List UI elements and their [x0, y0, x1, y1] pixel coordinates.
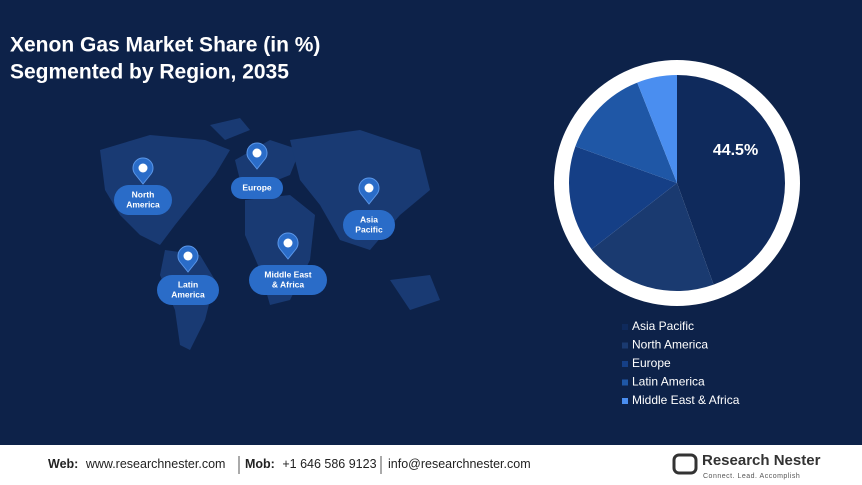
- region-label: & Africa: [272, 279, 305, 289]
- region-pill: [249, 265, 327, 295]
- footer-band: [0, 445, 862, 485]
- legend-label: Latin America: [632, 375, 705, 389]
- pin-dot: [252, 148, 262, 158]
- web: www.researchnester.com: [85, 457, 226, 471]
- pin-dot: [283, 238, 293, 248]
- title: Xenon Gas Market Share (in %): [10, 34, 320, 57]
- region-label: Latin: [178, 279, 198, 289]
- pie-slice: [677, 75, 785, 285]
- legend-label: Middle East & Africa: [632, 393, 740, 407]
- region-label: America: [171, 289, 205, 299]
- region-label: North: [132, 189, 155, 199]
- legend-label: North America: [632, 338, 708, 352]
- logo-name: Research Nester: [702, 452, 821, 469]
- pin-dot: [364, 183, 374, 193]
- web-label: Web:: [48, 457, 78, 471]
- legend-swatch: [622, 324, 628, 330]
- region-pill: [231, 177, 283, 199]
- region-label: America: [126, 199, 160, 209]
- legend-swatch: [622, 398, 628, 404]
- legend-swatch: [622, 361, 628, 367]
- legend-swatch: [622, 379, 628, 386]
- mob: +1 646 586 9123: [282, 457, 376, 471]
- region-label: Pacific: [355, 224, 383, 234]
- pie-slice: [637, 75, 677, 183]
- email: info@researchnester.com: [388, 457, 531, 471]
- pie-slice: [591, 183, 714, 291]
- pie-slice: [575, 82, 677, 183]
- pie-slice: [569, 146, 677, 250]
- logo-icon: [672, 453, 698, 475]
- logo-tagline: Connect. Lead. Accomplish: [703, 473, 800, 480]
- region-label: Europe: [242, 182, 272, 192]
- region-label: Middle East: [264, 269, 311, 279]
- legend-label: Asia Pacific: [632, 319, 694, 333]
- legend-swatch: [622, 342, 628, 349]
- mob-label: Mob:: [245, 457, 275, 471]
- value-label: 44.5%: [713, 142, 758, 159]
- region-pill: [114, 185, 172, 215]
- region-pill: [343, 210, 395, 240]
- region-label: Asia: [360, 214, 378, 224]
- subtitle: Segmented by Region, 2035: [10, 61, 289, 84]
- legend-label: Europe: [632, 356, 671, 370]
- region-pill: [157, 275, 219, 305]
- footer-contact: Web: www.researchnester.com Mob: +1 646 …: [48, 457, 531, 471]
- pin-dot: [138, 163, 148, 173]
- pin-dot: [183, 251, 193, 261]
